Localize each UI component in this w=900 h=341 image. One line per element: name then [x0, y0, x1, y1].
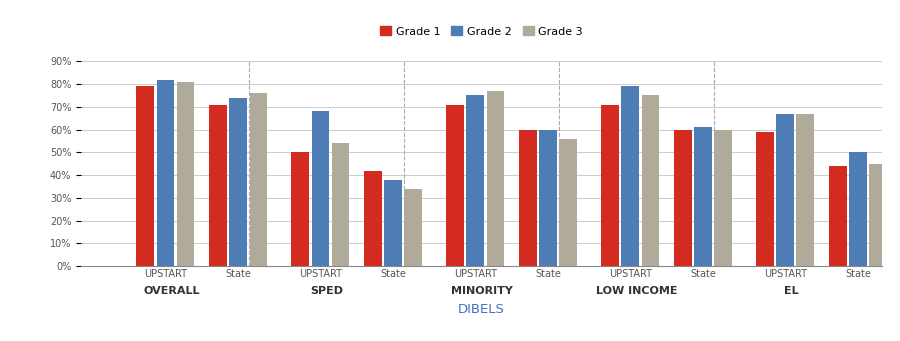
Bar: [869, 164, 887, 266]
Text: DIBELS: DIBELS: [458, 303, 505, 316]
Bar: [292, 152, 309, 266]
Bar: [519, 130, 536, 266]
Bar: [829, 166, 847, 266]
Bar: [311, 112, 329, 266]
Bar: [466, 95, 484, 266]
Text: OVERALL: OVERALL: [143, 286, 200, 296]
Bar: [230, 98, 248, 266]
Bar: [539, 130, 557, 266]
Bar: [642, 95, 659, 266]
Text: LOW INCOME: LOW INCOME: [596, 286, 677, 296]
Bar: [384, 180, 402, 266]
Bar: [849, 152, 867, 266]
Bar: [210, 105, 227, 266]
Bar: [137, 86, 154, 266]
Bar: [715, 130, 732, 266]
Bar: [249, 93, 267, 266]
Bar: [777, 114, 794, 266]
Legend: Grade 1, Grade 2, Grade 3: Grade 1, Grade 2, Grade 3: [375, 22, 588, 41]
Bar: [756, 132, 774, 266]
Bar: [157, 79, 175, 266]
Bar: [487, 91, 504, 266]
Bar: [446, 105, 464, 266]
Bar: [404, 189, 422, 266]
Bar: [674, 130, 692, 266]
Bar: [694, 127, 712, 266]
Bar: [331, 143, 349, 266]
Text: MINORITY: MINORITY: [451, 286, 512, 296]
Bar: [176, 82, 194, 266]
Text: EL: EL: [784, 286, 798, 296]
Bar: [364, 170, 382, 266]
Bar: [601, 105, 619, 266]
Bar: [621, 86, 639, 266]
Text: SPED: SPED: [310, 286, 343, 296]
Bar: [796, 114, 814, 266]
Bar: [560, 139, 577, 266]
